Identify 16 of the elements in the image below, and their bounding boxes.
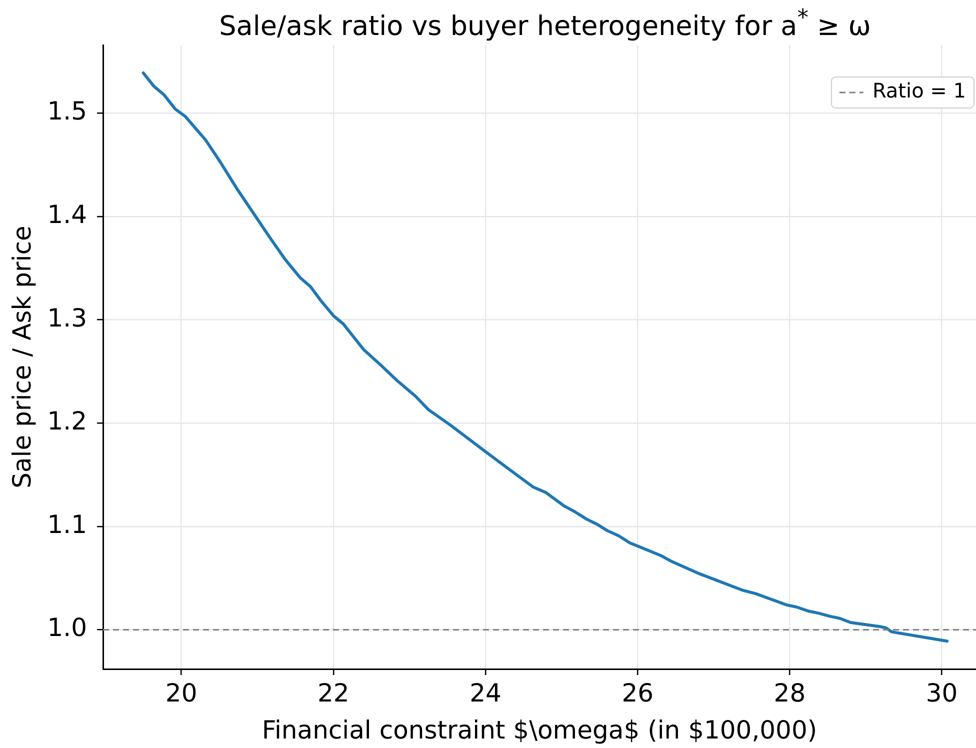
x-tick-label: 24 (470, 678, 502, 708)
x-tick-label: 20 (165, 678, 198, 708)
x-tick-label: 22 (318, 678, 350, 708)
y-tick-label: 1.3 (47, 303, 87, 332)
y-tick-label: 1.4 (47, 200, 87, 229)
y-tick-label: 1.1 (47, 510, 87, 539)
x-tick-label: 26 (622, 678, 654, 708)
y-tick-label: 1.5 (47, 96, 87, 126)
legend-label: Ratio = 1 (872, 78, 966, 103)
y-axis-title: Sale price / Ask price (8, 226, 36, 488)
chart-title: Sale/ask ratio vs buyer heterogeneity for a$^{*}$ ≥ ω (218, 4, 872, 44)
x-axis-title: Financial constraint $\omega$ (in $100,000) (262, 716, 818, 744)
x-tick-label: 30 (926, 678, 958, 708)
y-tick-label: 1.2 (47, 406, 87, 436)
y-tick-label: 1.0 (47, 613, 87, 642)
x-tick-label: 28 (774, 678, 806, 708)
